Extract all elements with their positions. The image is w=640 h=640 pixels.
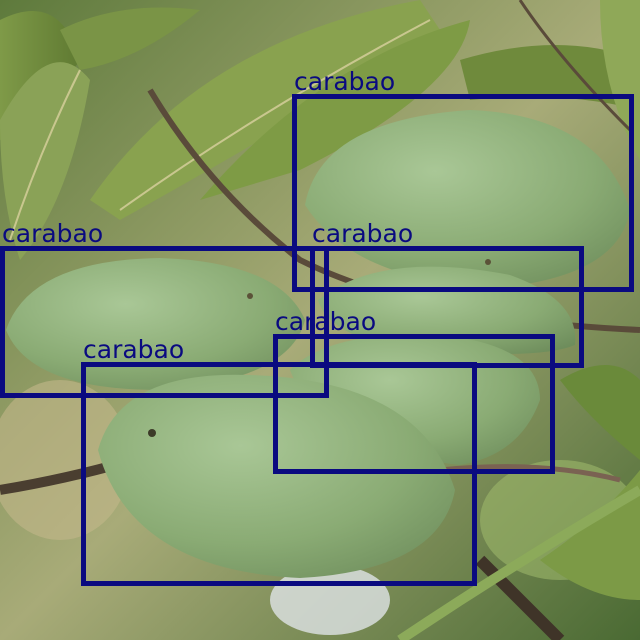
detection-label: carabao <box>294 67 396 96</box>
detection-label: carabao <box>312 219 414 248</box>
detection-label: carabao <box>275 307 377 336</box>
detection-box: carabao <box>81 336 477 586</box>
detection-label: carabao <box>2 219 104 248</box>
detection-box: carabao <box>0 220 329 398</box>
detection-box: carabao <box>292 68 634 292</box>
detection-box: carabao <box>273 308 555 474</box>
detection-label: carabao <box>83 335 185 364</box>
